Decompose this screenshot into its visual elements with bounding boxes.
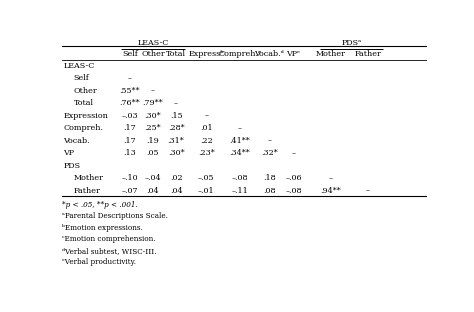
Text: Vocab.: Vocab. — [64, 137, 90, 145]
Text: VP: VP — [64, 149, 74, 157]
Text: .31*: .31* — [168, 137, 184, 145]
Text: .23*: .23* — [198, 149, 215, 157]
Text: –: – — [151, 87, 155, 95]
Text: –.04: –.04 — [145, 174, 161, 182]
Text: .05: .05 — [146, 149, 159, 157]
Text: Expression: Expression — [64, 112, 108, 120]
Text: Other: Other — [73, 87, 97, 95]
Text: VPᵉ: VPᵉ — [287, 50, 301, 58]
Text: –: – — [267, 137, 272, 145]
Text: –.06: –.06 — [285, 174, 302, 182]
Text: ᵈVerbal subtest, WISC-III.: ᵈVerbal subtest, WISC-III. — [62, 247, 157, 255]
Text: –: – — [204, 112, 208, 120]
Text: ᵉVerbal productivity.: ᵉVerbal productivity. — [62, 258, 136, 266]
Text: .19: .19 — [146, 137, 159, 145]
Text: .04: .04 — [170, 187, 182, 195]
Text: –.08: –.08 — [285, 187, 302, 195]
Text: .13: .13 — [123, 149, 136, 157]
Text: .76**: .76** — [119, 99, 140, 107]
Text: Compreh.: Compreh. — [64, 124, 103, 132]
Text: .94**: .94** — [321, 187, 341, 195]
Text: Self: Self — [73, 74, 89, 82]
Text: Father: Father — [355, 50, 381, 58]
Text: PDS: PDS — [64, 162, 81, 170]
Text: Mother: Mother — [316, 50, 346, 58]
Text: Total: Total — [166, 50, 186, 58]
Text: –: – — [238, 124, 242, 132]
Text: Vocab.ᵈ: Vocab.ᵈ — [255, 50, 284, 58]
Text: .04: .04 — [146, 187, 159, 195]
Text: –.11: –.11 — [232, 187, 248, 195]
Text: .30*: .30* — [168, 149, 184, 157]
Text: Father: Father — [73, 187, 100, 195]
Text: –.08: –.08 — [232, 174, 248, 182]
Text: –.03: –.03 — [121, 112, 138, 120]
Text: ᶜEmotion comprehension.: ᶜEmotion comprehension. — [62, 235, 155, 243]
Text: –.10: –.10 — [121, 174, 138, 182]
Text: –: – — [174, 99, 178, 107]
Text: .01: .01 — [200, 124, 212, 132]
Text: PDSᵃ: PDSᵃ — [341, 39, 361, 47]
Text: ᵇEmotion expressions.: ᵇEmotion expressions. — [62, 224, 143, 232]
Text: Other: Other — [141, 50, 165, 58]
Text: –: – — [366, 187, 370, 195]
Text: .32*: .32* — [261, 149, 278, 157]
Text: .08: .08 — [263, 187, 275, 195]
Text: .79**: .79** — [143, 99, 163, 107]
Text: –: – — [292, 149, 296, 157]
Text: .25*: .25* — [145, 124, 161, 132]
Text: –.01: –.01 — [198, 187, 215, 195]
Text: *p < .05, **p < .001.: *p < .05, **p < .001. — [62, 201, 138, 208]
Text: Mother: Mother — [73, 174, 104, 182]
Text: .18: .18 — [263, 174, 276, 182]
Text: LEAS-C: LEAS-C — [64, 62, 95, 70]
Text: –: – — [329, 174, 333, 182]
Text: Total: Total — [73, 99, 93, 107]
Text: .41**: .41** — [229, 137, 250, 145]
Text: .30*: .30* — [145, 112, 161, 120]
Text: .34**: .34** — [229, 149, 250, 157]
Text: .17: .17 — [123, 137, 136, 145]
Text: –.07: –.07 — [121, 187, 138, 195]
Text: .28*: .28* — [168, 124, 184, 132]
Text: Expressᵇ: Expressᵇ — [189, 50, 224, 58]
Text: LEAS-C: LEAS-C — [137, 39, 169, 47]
Text: –.05: –.05 — [198, 174, 214, 182]
Text: Self: Self — [122, 50, 137, 58]
Text: ᵃParental Descriptions Scale.: ᵃParental Descriptions Scale. — [62, 212, 168, 220]
Text: .15: .15 — [170, 112, 182, 120]
Text: Compreh.ᶜ: Compreh.ᶜ — [219, 50, 261, 58]
Text: .22: .22 — [200, 137, 212, 145]
Text: .17: .17 — [123, 124, 136, 132]
Text: .02: .02 — [170, 174, 182, 182]
Text: .55**: .55** — [119, 87, 140, 95]
Text: –: – — [128, 74, 132, 82]
